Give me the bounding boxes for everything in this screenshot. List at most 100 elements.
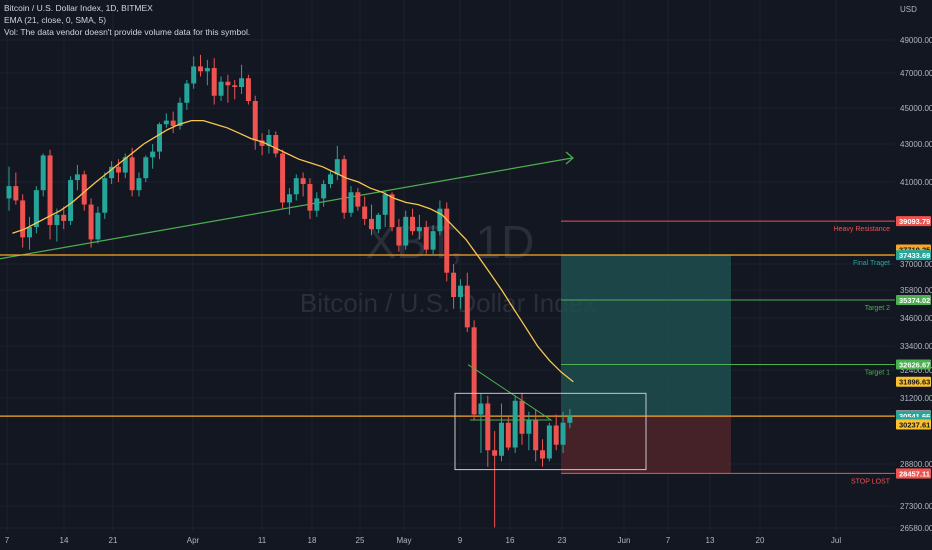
price-axis-tick: 34600.00: [900, 314, 932, 323]
candle-body: [61, 214, 67, 221]
candle-body: [211, 68, 217, 96]
price-axis-tick: 28800.00: [900, 460, 932, 469]
candle-body: [150, 151, 156, 158]
time-axis-tick: 25: [356, 536, 365, 545]
price-axis-tick: 31200.00: [900, 394, 932, 403]
candle-body: [546, 425, 552, 459]
candle-body: [341, 159, 347, 213]
candle-body: [286, 194, 292, 203]
candle-body: [218, 81, 224, 96]
chart-legend: Bitcoin / U.S. Dollar Index, 1D, BITMEX …: [4, 2, 250, 38]
candle-body: [109, 166, 115, 179]
time-axis-tick: 18: [308, 536, 317, 545]
price-axis-tick: 26580.00: [900, 524, 932, 533]
candle-body: [492, 450, 498, 456]
price-tag: [896, 216, 931, 227]
candle-body: [362, 206, 368, 219]
candle-body: [321, 184, 327, 199]
candle-body: [375, 214, 381, 230]
candle-body: [382, 194, 388, 215]
price-tag-label: 37433.69: [899, 251, 930, 260]
candle-body: [156, 124, 162, 152]
candle-body: [464, 285, 470, 328]
symbol-title[interactable]: Bitcoin / U.S. Dollar Index, 1D, BITMEX: [4, 3, 153, 13]
price-axis-currency: USD: [900, 5, 917, 14]
candle-body: [177, 102, 183, 126]
candle-body: [444, 208, 450, 273]
candle-body: [252, 101, 258, 141]
candle-body: [314, 198, 320, 211]
volume-notice: Vol: The data vendor doesn't provide vol…: [4, 27, 251, 37]
price-axis-background: [895, 0, 932, 550]
candle-body: [54, 214, 60, 226]
watermark-name: Bitcoin / U.S. Dollar Index: [300, 288, 596, 318]
ema-indicator-label[interactable]: EMA (21, close, 0, SMA, 5): [4, 15, 107, 25]
time-axis-tick: 7: [666, 536, 671, 545]
time-axis-tick: 14: [60, 536, 69, 545]
candle-body: [225, 81, 231, 86]
candle-body: [102, 178, 108, 213]
candle-body: [471, 327, 477, 415]
candle-body: [170, 120, 176, 126]
time-axis-tick: 21: [109, 536, 118, 545]
candle-body: [122, 157, 128, 173]
candle-body: [540, 450, 546, 459]
time-axis-tick: Jun: [618, 536, 631, 545]
candle-body: [533, 420, 539, 451]
price-tag-label: 31896.63: [899, 378, 930, 387]
candle-body: [273, 135, 279, 154]
ema-21-line: [12, 119, 574, 383]
price-tag-label: 35374.02: [899, 296, 930, 305]
price-tag-label: 32626.67: [899, 361, 930, 370]
candle-body: [478, 403, 484, 415]
level-label: Final Traget: [853, 260, 890, 267]
candle-body: [553, 425, 559, 445]
candle-body: [485, 403, 491, 451]
price-tag: [896, 250, 931, 261]
candle-body: [68, 180, 74, 221]
candle-body: [129, 157, 135, 191]
time-axis-tick: 9: [458, 536, 463, 545]
candle-body: [437, 208, 443, 232]
time-axis-tick: 23: [558, 536, 567, 545]
candle-body: [369, 218, 375, 230]
candle-body: [396, 227, 402, 246]
candle-body: [6, 186, 12, 199]
candle-body: [567, 416, 573, 423]
candle-body: [245, 78, 251, 101]
price-axis-tick: 32400.00: [900, 366, 932, 375]
candle-body: [526, 420, 532, 434]
price-axis-tick: 27300.00: [900, 502, 932, 511]
candle-body: [20, 200, 26, 238]
candle-body: [416, 227, 422, 232]
level-label: Target 2: [865, 305, 890, 312]
price-tag-label: 30541.66: [899, 412, 930, 421]
candle-body: [184, 83, 190, 103]
candle-body: [348, 192, 354, 213]
candle-body: [505, 422, 511, 448]
price-tag: [896, 468, 931, 479]
candle-body: [74, 174, 80, 181]
candle-body: [33, 190, 39, 228]
time-axis-tick: 16: [506, 536, 515, 545]
price-tag: [896, 359, 931, 370]
time-axis: 7 14 21 Apr 11 18 25 May 9 16 23 Jun 7 13 20 Jul: [0, 532, 895, 550]
candle-body: [163, 120, 169, 125]
consolidation-range-box: [454, 392, 647, 471]
candlesticks: [6, 54, 573, 528]
candle-body: [519, 400, 525, 434]
candle-body: [266, 135, 272, 146]
price-tag-label: 28457.11: [899, 470, 930, 479]
candle-body: [27, 227, 33, 238]
candle-body: [457, 285, 463, 297]
candle-body: [88, 204, 94, 240]
level-label: Heavy Resistance: [834, 226, 891, 233]
descending-triangle: [467, 364, 553, 421]
price-tag: [896, 376, 931, 387]
price-axis-tick: 37000.00: [900, 260, 932, 269]
price-axis-tick: 43000.00: [900, 140, 932, 149]
candle-body: [410, 216, 416, 232]
time-axis-tick: May: [396, 536, 411, 545]
candle-body: [136, 178, 142, 191]
